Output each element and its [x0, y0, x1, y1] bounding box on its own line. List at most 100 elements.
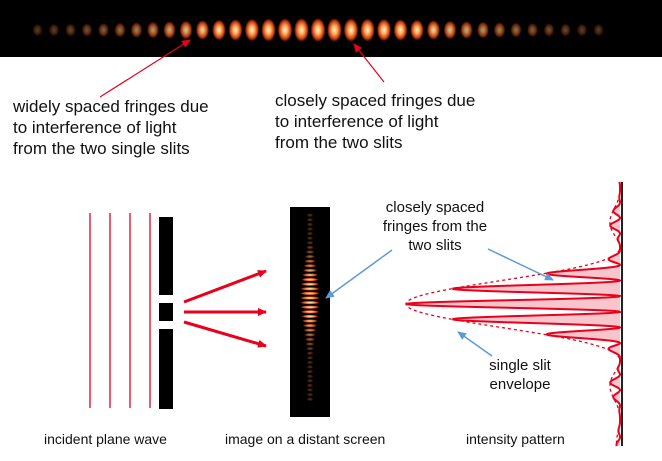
inset-fringe — [306, 241, 314, 245]
fringe-spot — [327, 18, 342, 42]
envelope-label: single slit envelope — [470, 356, 570, 394]
envelope-pointer — [457, 331, 493, 357]
inset-fringe — [300, 287, 320, 291]
fringe-spot — [460, 21, 473, 39]
fringe-spot — [576, 23, 588, 37]
inset-label-line-2: fringes from the — [382, 218, 488, 235]
intensity-pattern — [405, 181, 623, 447]
fringe-spot — [543, 23, 555, 37]
inset-fringe — [303, 264, 317, 268]
screen-caption: image on a distant screen — [225, 431, 386, 447]
inset-fringe — [306, 213, 314, 217]
close-fringe-line-3: from the two slits — [275, 133, 403, 152]
inset-fringe — [302, 273, 318, 277]
inset-fringe — [304, 333, 316, 337]
fringe-spot — [294, 18, 309, 42]
inset-fringe — [306, 351, 314, 356]
fringe-spot — [261, 18, 276, 42]
inset-fringe — [302, 268, 318, 273]
fringe-spot — [114, 22, 126, 38]
close-fringe-line-2: to interference of light — [275, 112, 439, 131]
inset-fringe — [306, 379, 314, 383]
wide-fringe-label: widely spaced fringes due to interferenc… — [13, 96, 243, 159]
wide-fringe-pointer — [99, 39, 191, 98]
inset-fringe — [300, 282, 320, 287]
inset-fringe-label: closely spaced fringes from the two slit… — [360, 198, 510, 255]
inset-fringe — [306, 374, 314, 379]
inset-fringe — [306, 360, 314, 365]
fringe-spot — [179, 20, 193, 40]
double-slit-barrier — [159, 217, 173, 409]
intensity-caption: intensity pattern — [466, 431, 565, 447]
fringe-spot — [593, 23, 604, 37]
inset-fringe — [305, 342, 315, 346]
inset-pointer — [325, 249, 393, 299]
fringe-spot — [510, 22, 522, 38]
inset-label-line-1: closely spaced — [385, 199, 485, 216]
fringe-spot — [147, 21, 159, 39]
fringe-spot — [376, 18, 392, 42]
inset-fringe — [306, 218, 314, 222]
fringe-spot — [228, 19, 243, 41]
close-fringe-line-1: closely spaced fringes due — [275, 91, 476, 110]
inset-fringe — [302, 319, 318, 323]
inset-fringe — [306, 236, 314, 240]
fringe-spot — [493, 22, 506, 38]
inset-fringe — [300, 291, 320, 296]
inset-fringe — [303, 328, 317, 333]
fringe-spot — [443, 20, 457, 40]
fringe-spot — [130, 22, 143, 38]
inset-fringe — [300, 296, 320, 300]
fringe-spot — [32, 23, 43, 37]
inset-fringe — [301, 277, 319, 282]
wide-fringe-line-1: widely spaced fringes due — [13, 97, 209, 116]
fringe-spot — [65, 23, 76, 37]
fringe-spot — [410, 19, 424, 41]
wide-fringe-line-2: to interference of light — [13, 118, 177, 137]
fringe-spot — [277, 18, 293, 42]
inset-fringe — [306, 397, 314, 402]
envelope-label-line-2: envelope — [489, 376, 551, 393]
fringe-spot — [310, 18, 326, 42]
incident-wavefronts — [89, 213, 151, 408]
inset-fringe — [300, 310, 320, 314]
inset-label-line-3: two slits — [408, 237, 462, 254]
fringe-spot — [163, 21, 176, 39]
inset-fringe — [306, 346, 314, 351]
inset-fringe — [301, 314, 319, 319]
wide-fringe-line-3: from the two single slits — [13, 139, 190, 158]
fringe-spot — [360, 18, 375, 42]
close-fringe-pointer — [353, 43, 385, 83]
inset-fringe — [304, 259, 316, 264]
fringe-spot — [244, 18, 260, 42]
fringe-spot — [426, 20, 441, 40]
inset-fringe — [306, 227, 314, 231]
inset-fringe — [302, 323, 318, 328]
fringe-spot — [343, 18, 359, 42]
fringe-spot — [477, 21, 489, 39]
inset-fringe — [306, 356, 314, 360]
envelope-label-line-1: single slit — [489, 357, 551, 374]
inset-fringe — [300, 305, 320, 310]
incident-caption: incident plane wave — [44, 431, 167, 447]
fringe-spot — [48, 23, 60, 37]
close-fringe-label: closely spaced fringes due to interferen… — [275, 90, 515, 153]
inset-fringe — [304, 337, 316, 342]
fringe-spot — [560, 23, 571, 37]
inset-fringe — [305, 250, 315, 254]
fringe-spot — [393, 19, 408, 41]
inset-fringe — [306, 383, 314, 388]
inset-fringe — [306, 231, 314, 236]
fringe-spot — [212, 19, 226, 41]
fringe-spot — [98, 22, 109, 38]
inset-fringe — [306, 388, 314, 392]
inset-fringe — [306, 245, 314, 250]
inset-fringe — [304, 254, 316, 259]
fringe-spot — [81, 23, 93, 37]
screen-image — [290, 207, 330, 417]
diffraction-arrows — [183, 269, 267, 348]
fringe-photo-band — [0, 0, 662, 57]
fringe-spot — [195, 20, 210, 40]
inset-fringe — [300, 300, 320, 305]
